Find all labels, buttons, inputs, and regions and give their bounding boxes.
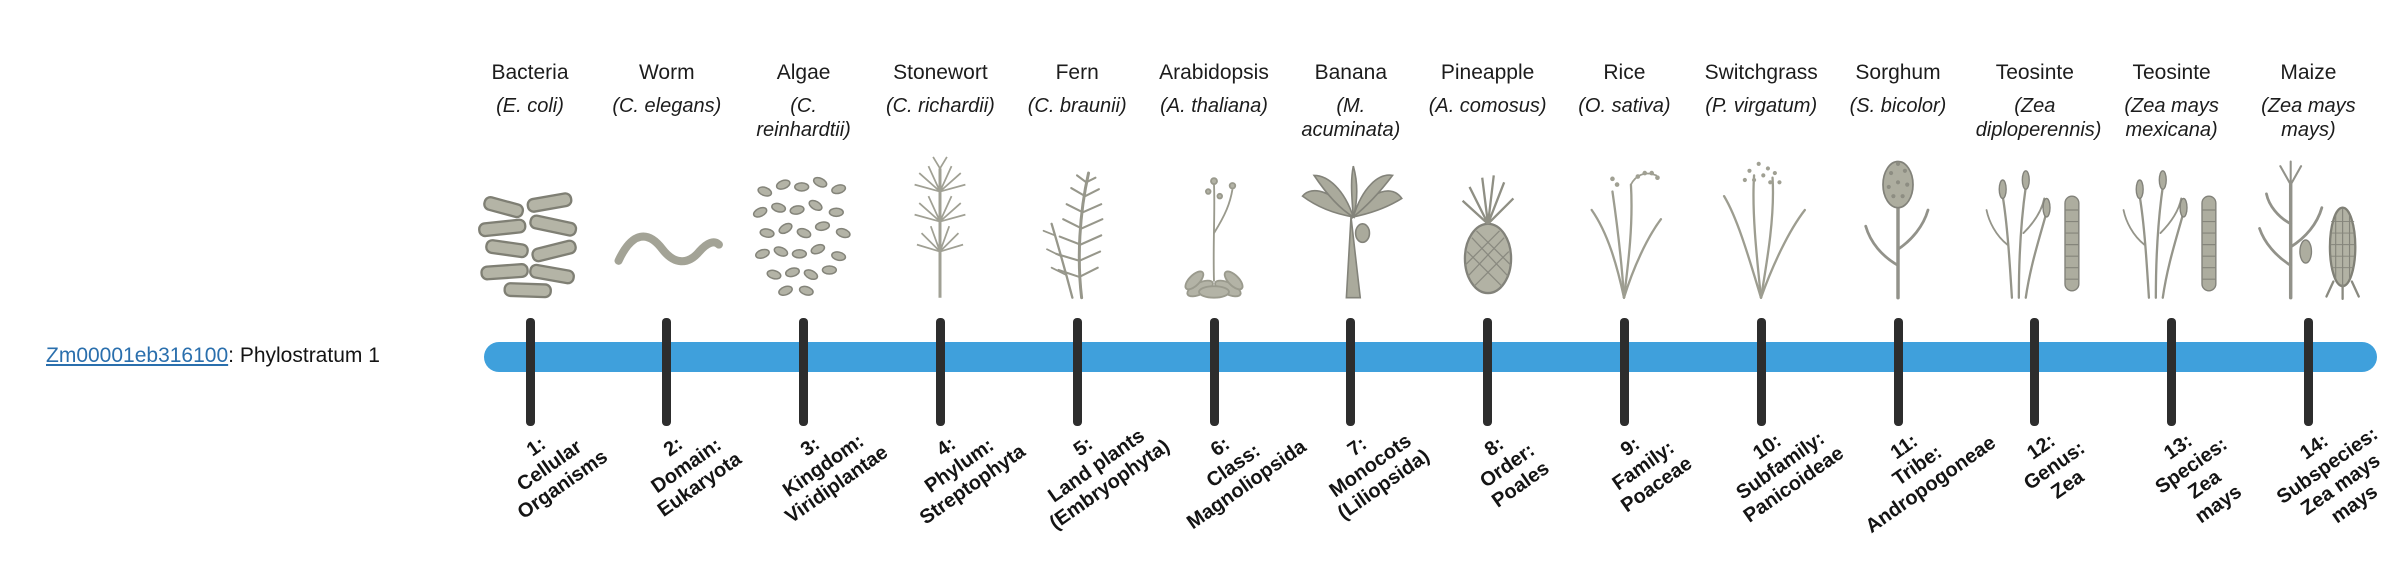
- organism-name: Arabidopsis: [1159, 61, 1269, 84]
- phylostratum-tick: [1209, 318, 1219, 426]
- organism-name: Switchgrass: [1704, 61, 1818, 84]
- phylostratum-tick: [2030, 318, 2040, 426]
- organism-sci-name: (C. richardii): [885, 95, 995, 118]
- organism-sci-name: (A. thaliana): [1160, 95, 1268, 118]
- organism-column: Sorghum (S. bicolor): [1813, 60, 1983, 300]
- organism-name: Teosinte: [1995, 61, 2074, 84]
- maize-icon: [2223, 148, 2393, 300]
- organism-name: Teosinte: [2132, 61, 2211, 84]
- phylostratum-tick: [1619, 318, 1629, 426]
- organism-column: Rice (O. sativa): [1539, 60, 1709, 300]
- organism-column: Teosinte (Zea diploperennis): [1950, 60, 2120, 300]
- organism-sci-name: (C. braunii): [1027, 95, 1127, 118]
- organism-sci-name: (Zea mays mexicana): [2124, 95, 2219, 142]
- organism-column: Teosinte (Zea mays mexicana): [2087, 60, 2257, 300]
- organism-name: Algae: [776, 61, 831, 84]
- organism-name: Rice: [1603, 61, 1646, 84]
- organism-sci-name: (P. virgatum): [1705, 95, 1818, 118]
- phylostratum-tick: [799, 318, 809, 426]
- phylostratum-tick: [1893, 318, 1903, 426]
- timeline-bar: [484, 342, 2377, 372]
- organism-sci-name: (C. elegans): [612, 95, 722, 118]
- organism-name: Bacteria: [491, 61, 569, 84]
- organism-sci-name: (C. reinhardtii): [756, 95, 851, 142]
- organism-column: Algae (C. reinhardtii): [719, 60, 889, 300]
- organism-name: Pineapple: [1440, 61, 1535, 84]
- phylostratum-tick: [1483, 318, 1493, 426]
- phylostratum-tick: [662, 318, 672, 426]
- organism-column: Worm (C. elegans): [582, 60, 752, 300]
- organism-column: Fern (C. braunii): [992, 60, 1162, 300]
- organism-column: Switchgrass (P. virgatum): [1676, 60, 1846, 300]
- gene-label: Zm00001eb316100: Phylostratum 1: [46, 344, 380, 368]
- phylostratum-tick: [935, 318, 945, 426]
- organism-sci-name: (A. comosus): [1428, 95, 1547, 118]
- organism-sci-name: (Zea mays mays): [2261, 95, 2356, 142]
- phylostratum-tick: [1756, 318, 1766, 426]
- organism-name: Fern: [1055, 61, 1099, 84]
- organism-column: Maize (Zea mays mays): [2223, 60, 2393, 300]
- organism-name: Worm: [638, 61, 695, 84]
- organism-column: Bacteria (E. coli): [445, 60, 615, 300]
- phylostratum-tick: [525, 318, 535, 426]
- organism-sci-name: (O. sativa): [1578, 95, 1671, 118]
- organism-name: Maize: [2280, 61, 2337, 84]
- phylostratum-tick: [1346, 318, 1356, 426]
- gene-id-link[interactable]: Zm00001eb316100: [46, 344, 229, 367]
- organism-column: Banana (M. acuminata): [1266, 60, 1436, 300]
- organism-sci-name: (M. acuminata): [1301, 95, 1401, 142]
- organism-column: Stonewort (C. richardii): [855, 60, 1025, 300]
- phylostratum-tick: [1072, 318, 1082, 426]
- phylostratum-tick: [2303, 318, 2313, 426]
- organism-sci-name: (S. bicolor): [1849, 95, 1947, 118]
- organism-name: Sorghum: [1855, 61, 1941, 84]
- organism-name: Stonewort: [893, 61, 988, 84]
- organism-column: Pineapple (A. comosus): [1403, 60, 1573, 300]
- organism-sci-name: (E. coli): [496, 95, 564, 118]
- gene-label-suffix: : Phylostratum 1: [228, 344, 380, 367]
- phylostratum-tick: [2167, 318, 2177, 426]
- organism-name: Banana: [1314, 61, 1387, 84]
- organism-column: Arabidopsis (A. thaliana): [1129, 60, 1299, 300]
- organism-sci-name: (Zea diploperennis): [1975, 95, 2102, 142]
